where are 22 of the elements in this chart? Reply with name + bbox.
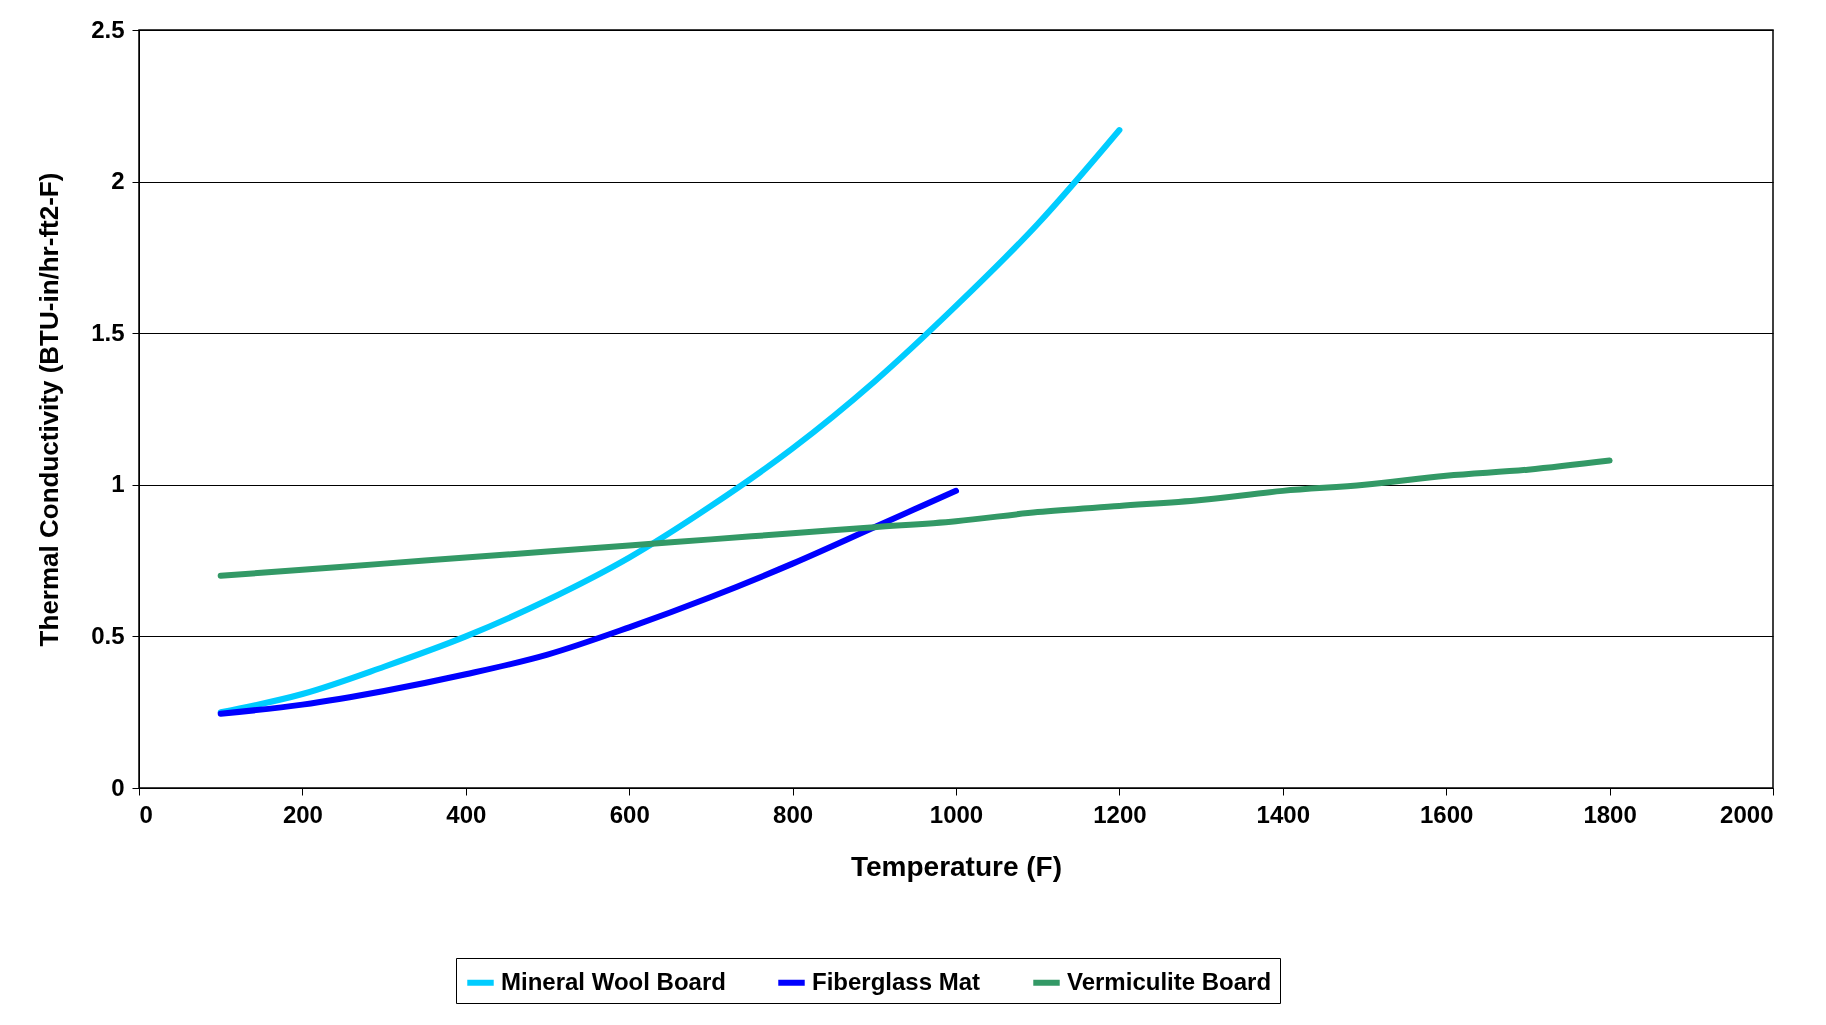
x-tick-label: 1600 bbox=[1420, 800, 1474, 828]
x-tick-label: 1000 bbox=[929, 800, 984, 828]
y-axis-title: Thermal Conductivity (BTU-in/hr-ft2-F) bbox=[34, 172, 65, 647]
x-tick-label: 600 bbox=[609, 800, 650, 828]
x-tick-label: 2000 bbox=[1720, 800, 1774, 828]
x-tick-label: 1800 bbox=[1583, 800, 1637, 828]
y-tick-label: 1 bbox=[111, 470, 125, 498]
x-axis-title: Temperature (F) bbox=[850, 850, 1063, 882]
x-tick-label: 1400 bbox=[1256, 800, 1310, 828]
y-tick-label: 2 bbox=[111, 167, 125, 195]
legend-label: Vermiculite Board bbox=[1067, 967, 1272, 995]
y-tick-label: 2.5 bbox=[91, 15, 125, 43]
x-tick-label: 0 bbox=[139, 800, 153, 828]
x-tick-label: 200 bbox=[282, 800, 323, 828]
x-tick-label: 400 bbox=[446, 800, 487, 828]
y-tick-label: 0.5 bbox=[91, 621, 125, 649]
legend-label: Fiberglass Mat bbox=[812, 967, 981, 995]
x-tick-label: 800 bbox=[773, 800, 814, 828]
legend-label: Mineral Wool Board bbox=[501, 967, 726, 995]
y-tick-label: 0 bbox=[111, 773, 125, 801]
x-tick-label: 1200 bbox=[1093, 800, 1147, 828]
y-tick-label: 1.5 bbox=[91, 318, 125, 346]
